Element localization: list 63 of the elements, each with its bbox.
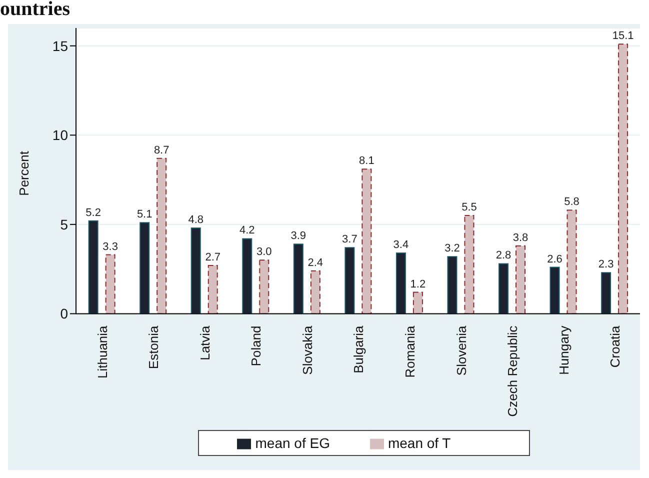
- x-tick-label: Bulgaria: [351, 324, 366, 374]
- chart-title: ountries: [0, 0, 70, 21]
- data-label: 8.7: [154, 144, 170, 156]
- bar: [601, 272, 612, 314]
- bar: [140, 222, 150, 314]
- bar: [88, 220, 98, 314]
- bar: [105, 254, 116, 314]
- x-tick-label: Poland: [248, 326, 264, 366]
- x-tick-label: Slovakia: [300, 324, 315, 375]
- y-tick-label: 0: [60, 306, 68, 322]
- bar: [293, 244, 304, 314]
- bar: [566, 210, 577, 314]
- bar: [412, 292, 423, 314]
- x-tick-label: Latvia: [197, 324, 212, 360]
- bar: [344, 247, 355, 314]
- bar: [208, 264, 218, 314]
- bar: [310, 270, 320, 314]
- data-label: 4.2: [239, 224, 255, 237]
- bar: [259, 260, 270, 314]
- legend-label: mean of T: [388, 434, 451, 451]
- data-label: 1.2: [410, 278, 426, 290]
- bar: [447, 256, 458, 314]
- data-label: 4.8: [188, 214, 204, 226]
- x-tick-label: Romania: [402, 324, 418, 378]
- legend-label: mean of EG: [255, 434, 330, 451]
- y-tick-label: 15: [52, 38, 68, 54]
- bar: [242, 238, 252, 314]
- x-tick-label: Estonia: [146, 324, 162, 370]
- data-label: 2.3: [598, 258, 614, 271]
- bar: [516, 245, 526, 314]
- bar: [156, 158, 167, 314]
- data-label: 5.1: [136, 208, 152, 221]
- x-tick-label: Hungary: [556, 325, 572, 375]
- data-label: 15.1: [612, 30, 634, 42]
- bar: [396, 252, 406, 314]
- data-label: 2.8: [496, 250, 512, 262]
- data-label: 3.2: [444, 242, 460, 255]
- data-label: 2.4: [308, 256, 324, 269]
- bar: [550, 266, 560, 314]
- x-tick-label: Czech Republic: [505, 325, 520, 417]
- bar: [464, 214, 474, 314]
- data-label: 2.7: [205, 251, 221, 264]
- data-label: 3.9: [290, 230, 306, 242]
- bar: [618, 44, 628, 314]
- bar: [190, 227, 201, 314]
- x-tick-label: Lithuania: [94, 324, 110, 378]
- bar: [498, 263, 508, 314]
- y-tick-label: 5: [60, 216, 68, 232]
- data-label: 3.8: [512, 232, 528, 244]
- data-label: 3.3: [102, 240, 118, 253]
- data-label: 8.1: [359, 155, 374, 168]
- x-tick-label: Slovenia: [454, 324, 469, 376]
- data-label: 5.8: [564, 196, 580, 208]
- y-axis-title: Percent: [16, 150, 32, 196]
- data-label: 5.2: [86, 206, 101, 219]
- y-tick-label: 10: [52, 127, 68, 144]
- x-tick-label: Croatia: [608, 324, 623, 368]
- data-label: 3.0: [256, 246, 272, 258]
- data-label: 2.6: [547, 253, 562, 266]
- data-label: 3.7: [342, 234, 358, 246]
- bar: [362, 168, 372, 314]
- data-label: 3.4: [393, 238, 409, 251]
- data-label: 5.5: [462, 201, 477, 214]
